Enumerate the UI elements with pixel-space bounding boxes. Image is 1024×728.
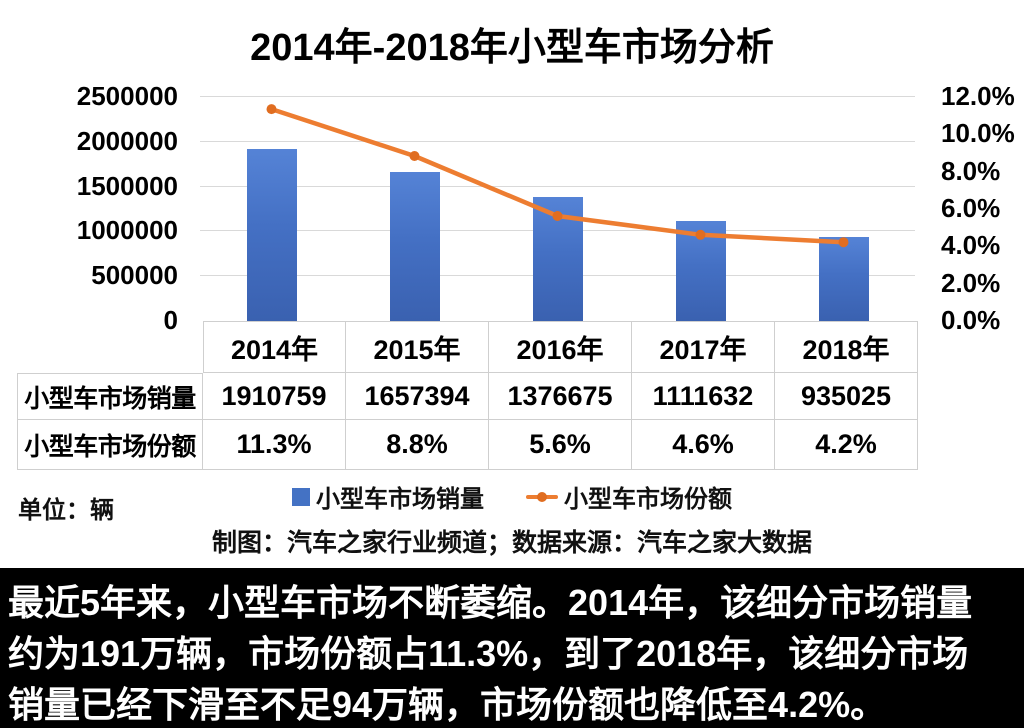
right-axis-tick: 12.0% [941, 81, 1015, 111]
x-axis-label: 2017年 [632, 321, 775, 373]
right-axis-tick: 0.0% [941, 304, 1001, 335]
share-marker-2014年 [266, 104, 277, 115]
left-axis-tick: 500000 [91, 260, 178, 291]
share-marker-2016年 [552, 211, 563, 221]
legend-item-share: 小型车市场份额 [526, 479, 732, 514]
table-corner-spacer [17, 321, 203, 373]
table-cell-share: 4.2% [775, 420, 918, 470]
x-axis-label: 2016年 [489, 321, 632, 373]
left-axis-tick: 0 [163, 304, 178, 335]
legend-item-sales: 小型车市场销量 [292, 479, 484, 514]
right-axis-tick: 8.0% [941, 155, 1001, 186]
x-axis-label: 2014年 [203, 321, 346, 373]
left-axis-tick: 2000000 [76, 125, 178, 156]
sales-bar-2018年 [818, 236, 869, 321]
table-cell-sales: 935025 [775, 373, 918, 420]
left-axis-tick: 2500000 [76, 81, 178, 111]
right-axis-tick: 6.0% [941, 192, 1001, 223]
credit-line: 制图：汽车之家行业频道；数据来源：汽车之家大数据 [211, 529, 812, 557]
caption-line: 最近5年来，小型车市场不断萎缩。2014年，该细分市场销量 [8, 582, 973, 623]
table-cell-sales: 1910759 [203, 373, 346, 420]
right-axis: 12.0% 10.0% 8.0% 6.0% 4.0% 2.0% 0.0% [941, 83, 1021, 333]
bar-swatch-icon [292, 487, 310, 506]
left-axis: 2500000 2000000 1500000 1000000 500000 0 [60, 83, 178, 333]
right-axis-tick: 4.0% [941, 230, 1001, 261]
table-cell-share: 4.6% [632, 420, 775, 470]
chart-legend: 小型车市场销量 小型车市场份额 [0, 479, 1024, 514]
table-cell-sales: 1657394 [346, 373, 489, 420]
share-line-series [266, 104, 849, 248]
x-axis-label: 2018年 [775, 321, 918, 373]
right-axis-tick: 2.0% [941, 267, 1001, 298]
caption-line: 约为191万辆，市场份额占11.3%，到了2018年，该细分市场 [8, 633, 969, 674]
sales-bar-2015年 [389, 171, 440, 321]
left-axis-tick: 1000000 [76, 215, 178, 246]
right-axis-tick: 10.0% [941, 118, 1015, 149]
caption-line: 销量已经下滑至不足94万辆，市场份额也降低至4.2%。 [8, 684, 887, 725]
share-marker-2015年 [409, 151, 420, 161]
table-row-label-share: 小型车市场份额 [17, 420, 203, 470]
table-cell-share: 8.8% [346, 420, 489, 470]
share-marker-2017年 [695, 229, 706, 240]
unit-label: 单位：辆 [18, 497, 114, 524]
table-cell-share: 11.3% [203, 420, 346, 470]
plot-area [200, 96, 915, 321]
chart-title: 2014年-2018年小型车市场分析 [250, 27, 774, 69]
table-cell-share: 5.6% [489, 420, 632, 470]
table-cell-sales: 1376675 [489, 373, 632, 420]
left-axis-tick: 1500000 [76, 170, 178, 201]
line-marker-icon [526, 491, 558, 502]
caption-band: 最近5年来，小型车市场不断萎缩。2014年，该细分市场销量 约为191万辆，市场… [0, 568, 1024, 728]
x-axis-label: 2015年 [346, 321, 489, 373]
table-cell-sales: 1111632 [632, 373, 775, 420]
sales-bar-2014年 [246, 149, 297, 321]
data-table: 2014年 2015年 2016年 2017年 2018年 小型车市场销量 19… [17, 321, 918, 470]
legend-sales-label: 小型车市场销量 [316, 486, 484, 513]
gridline [200, 141, 915, 142]
table-row-label-sales: 小型车市场销量 [17, 373, 203, 420]
share-marker-2018年 [838, 237, 849, 248]
gridline [200, 186, 915, 187]
legend-share-label: 小型车市场份额 [564, 486, 732, 513]
gridline [200, 96, 915, 97]
